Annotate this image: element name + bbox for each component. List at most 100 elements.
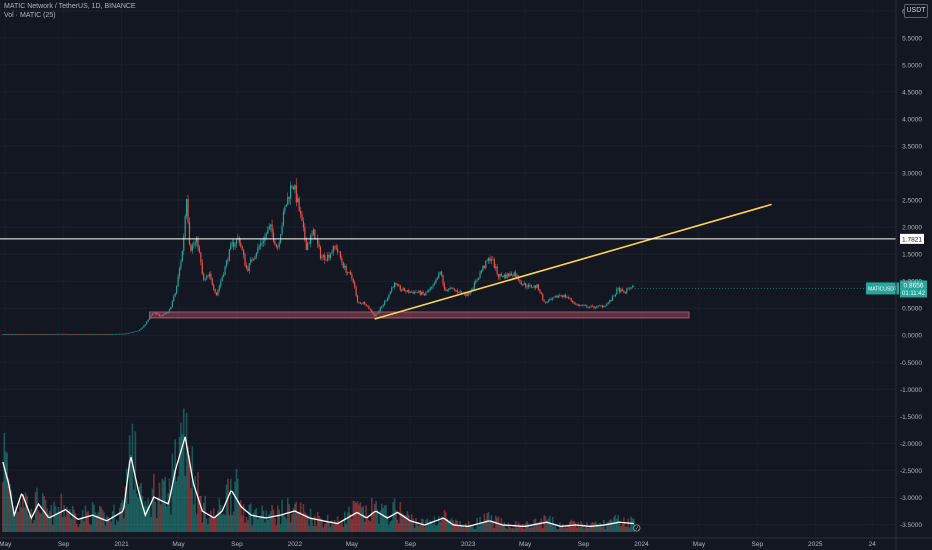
candle: [43, 334, 45, 335]
candle: [432, 285, 434, 288]
volume-bar: [71, 505, 74, 532]
candle: [550, 299, 552, 300]
candle: [448, 288, 450, 290]
candle: [110, 334, 112, 335]
candle: [450, 287, 453, 289]
candle: [596, 305, 598, 308]
volume-bar: [168, 478, 171, 532]
candle: [257, 247, 259, 254]
volume-bar: [351, 518, 353, 532]
volume-bar: [341, 521, 343, 532]
candle: [208, 273, 210, 277]
currency-button[interactable]: USDT: [904, 4, 928, 18]
volume-bar: [567, 524, 570, 532]
volume-bar: [81, 510, 84, 532]
candle: [63, 333, 65, 335]
support-zone: [149, 311, 690, 319]
volume-bar: [299, 502, 302, 532]
candle: [607, 302, 609, 304]
candle: [184, 216, 186, 237]
volume-bar: [134, 431, 137, 532]
candle: [111, 333, 114, 335]
volume-bar: [456, 520, 459, 532]
volume-bar: [198, 496, 201, 532]
volume-bar: [123, 518, 125, 532]
candle: [173, 296, 175, 302]
volume-bar: [63, 505, 65, 532]
volume-bar: [417, 525, 420, 532]
ticker-tag-bg: [866, 282, 899, 295]
x-tick-label: Sep: [231, 541, 243, 548]
candle: [252, 258, 255, 261]
candle: [70, 333, 72, 335]
volume-indicator-label[interactable]: Vol · MATIC (25): [4, 12, 56, 19]
candle: [422, 291, 424, 294]
volume-bar: [43, 495, 45, 532]
candle: [73, 334, 75, 335]
volume-bar: [433, 516, 436, 532]
candle: [215, 292, 218, 296]
candle: [297, 198, 299, 202]
volume-bar: [158, 482, 161, 532]
volume-bar: [630, 516, 632, 532]
candle: [516, 275, 518, 277]
candle: [177, 276, 179, 287]
candle: [13, 334, 15, 335]
volume-bar: [73, 509, 75, 532]
candle: [23, 334, 25, 335]
candle: [610, 300, 612, 301]
volume-bar: [78, 524, 81, 532]
volume-bar: [550, 524, 553, 532]
volume-bar: [437, 516, 440, 532]
volume-bar: [121, 499, 124, 532]
volume-bar: [402, 513, 404, 532]
candle: [354, 282, 356, 287]
volume-bar: [182, 408, 185, 532]
candle: [267, 229, 269, 235]
candle: [475, 280, 477, 283]
volume-bar: [26, 495, 28, 532]
candle: [324, 255, 326, 261]
candle: [89, 334, 91, 335]
candle: [210, 273, 212, 279]
volume-bar: [267, 519, 269, 532]
volume-bar: [143, 506, 145, 532]
candle: [352, 278, 354, 283]
volume-bar: [596, 523, 598, 532]
volume-bar: [560, 526, 563, 532]
candle: [573, 301, 575, 304]
volume-bar: [175, 481, 178, 532]
candle: [322, 255, 324, 257]
candle: [231, 242, 233, 244]
candle: [87, 334, 89, 335]
volume-bar: [553, 526, 555, 532]
volume-bar: [533, 519, 535, 532]
candle: [321, 256, 323, 259]
volume-bar: [111, 511, 114, 532]
volume-bar: [12, 509, 14, 532]
volume-bar: [47, 513, 50, 532]
candle: [42, 334, 44, 335]
volume-bar: [170, 514, 172, 532]
volume-bar: [177, 476, 179, 532]
volume-bar: [20, 507, 23, 532]
volume-bar: [39, 512, 41, 532]
candle: [512, 275, 514, 277]
volume-bar: [165, 506, 168, 532]
candle: [53, 333, 55, 335]
volume-bar: [208, 517, 211, 532]
volume-bar: [265, 510, 268, 532]
volume-bar: [380, 503, 383, 532]
volume-bar: [36, 487, 38, 532]
candle: [261, 242, 263, 244]
candle: [268, 226, 270, 230]
candle: [507, 273, 510, 277]
volume-bar: [210, 510, 212, 532]
candle: [398, 284, 400, 286]
volume-bar: [459, 521, 461, 532]
volume-bar: [155, 517, 158, 532]
volume-bar: [190, 488, 192, 532]
volume-bar: [473, 528, 476, 532]
candle: [586, 305, 588, 308]
